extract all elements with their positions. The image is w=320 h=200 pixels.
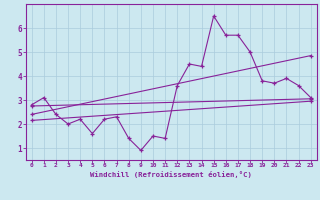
X-axis label: Windchill (Refroidissement éolien,°C): Windchill (Refroidissement éolien,°C) xyxy=(90,171,252,178)
